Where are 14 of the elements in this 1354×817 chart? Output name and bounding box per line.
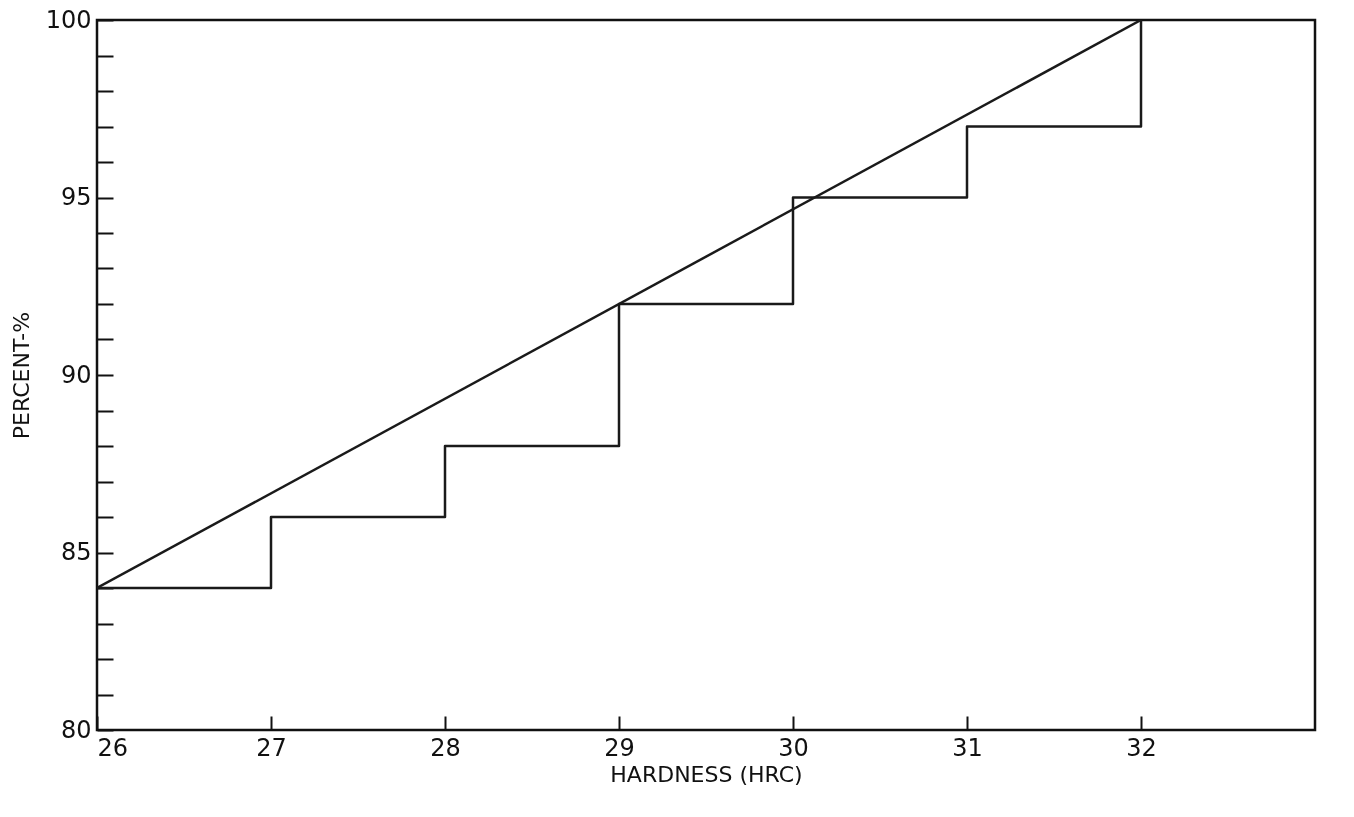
x-tick-label: 31 (952, 733, 983, 762)
x-tick-label: 26 (97, 733, 129, 762)
y-tick-label: 80 (60, 715, 92, 744)
x-tick-label: 29 (604, 733, 635, 762)
x-tick-label: 30 (778, 733, 809, 762)
x-axis-title: HARDNESS (HRC) (610, 761, 803, 787)
y-tick-label: 100 (45, 5, 92, 34)
x-tick-label: 32 (1126, 733, 1157, 762)
x-tick-label: 28 (430, 733, 461, 762)
y-tick-label: 95 (60, 183, 92, 211)
y-tick-label: 90 (60, 360, 92, 389)
y-axis-title: PERCENT-% (8, 311, 34, 440)
y-tick-label: 85 (60, 538, 92, 566)
x-tick-label: 27 (256, 733, 287, 762)
